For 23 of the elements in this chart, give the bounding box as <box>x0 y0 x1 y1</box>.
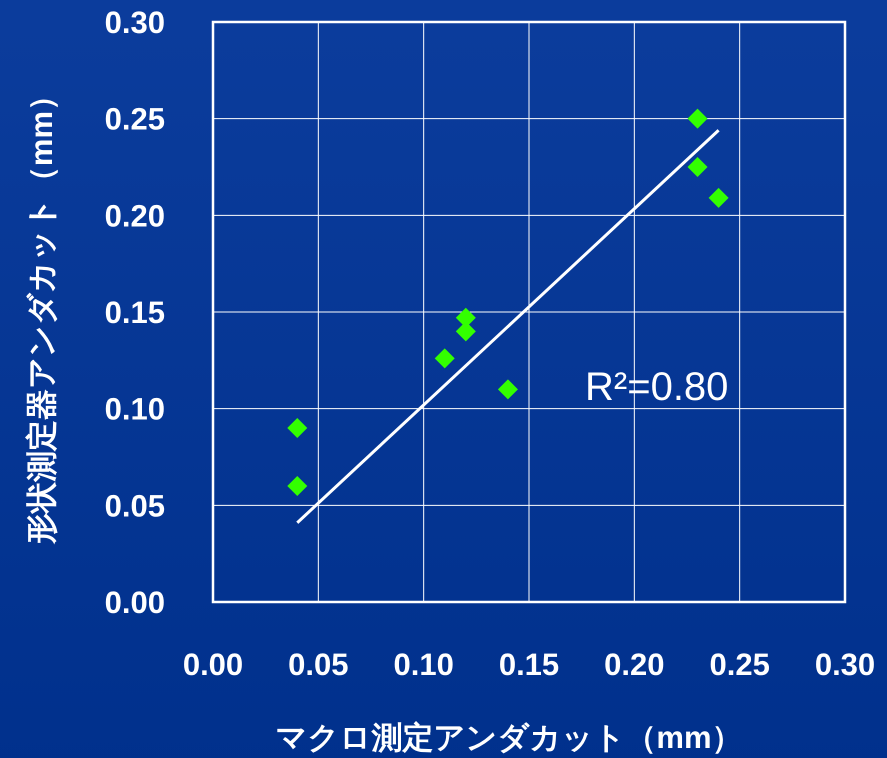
x-tick-label: 0.20 <box>604 647 665 682</box>
point <box>688 157 708 177</box>
x-tick-label: 0.00 <box>182 647 244 682</box>
y-tick-label: 0.10 <box>104 392 165 427</box>
x-tick-label: 0.25 <box>709 647 770 682</box>
x-tick-label: 0.05 <box>288 647 349 682</box>
point <box>498 379 518 400</box>
x-axis-title: マクロ測定アンダカット（mm） <box>275 720 743 755</box>
x-tick-label: 0.30 <box>814 647 876 682</box>
y-tick-label: 0.00 <box>104 585 165 620</box>
y-tick-label: 0.30 <box>104 5 165 40</box>
point <box>434 348 455 368</box>
y-tick-label: 0.20 <box>104 198 165 234</box>
y-tick-label: 0.05 <box>104 488 165 524</box>
y-axis-title: 形状測定器アンダカット（mm） <box>24 80 59 546</box>
y-tick-label: 0.25 <box>104 102 165 137</box>
point <box>708 188 729 208</box>
point <box>688 108 708 129</box>
point <box>287 418 308 438</box>
x-tick-label: 0.15 <box>498 647 560 682</box>
point <box>287 476 308 496</box>
y-tick-label: 0.15 <box>104 295 165 330</box>
x-tick-label: 0.10 <box>393 647 454 682</box>
